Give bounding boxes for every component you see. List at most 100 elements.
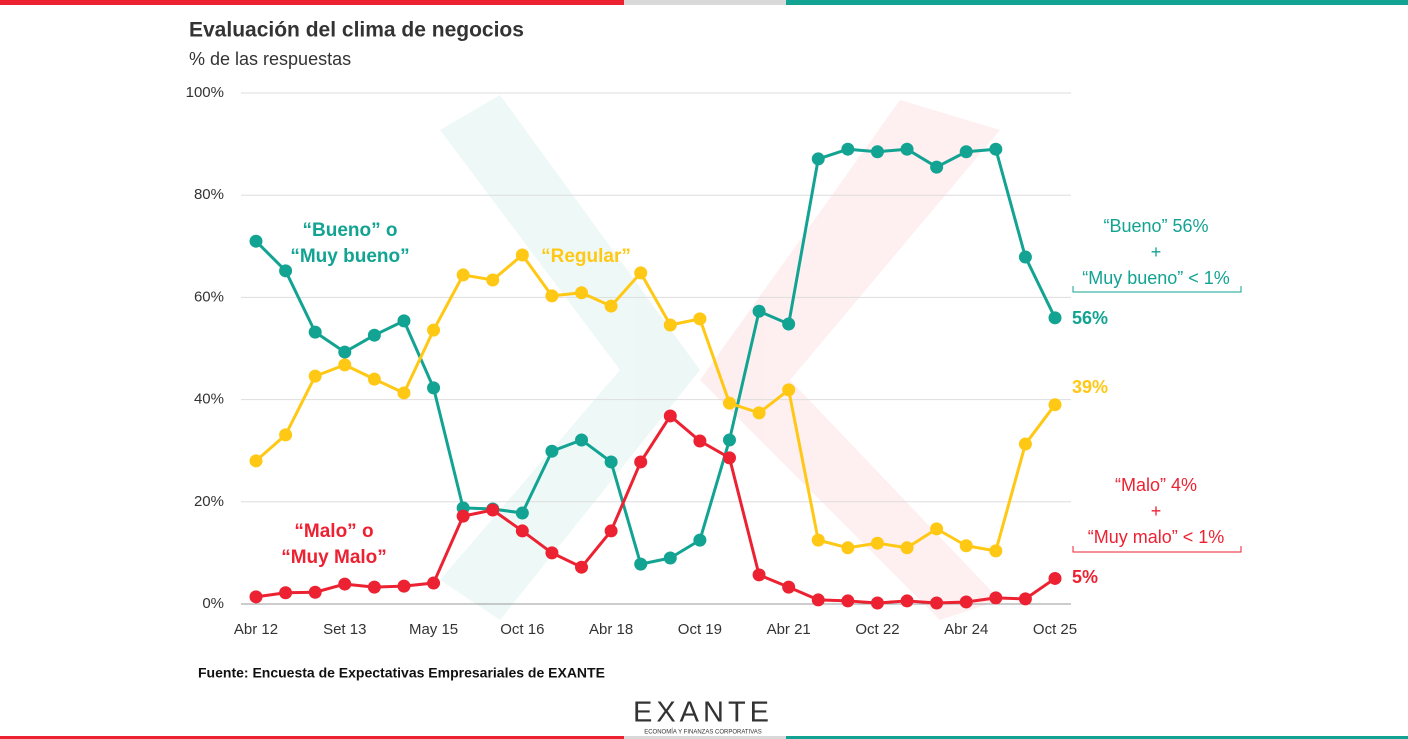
data-point [338, 345, 352, 359]
data-point [1048, 311, 1062, 325]
end-label: 39% [1072, 377, 1108, 397]
data-point [515, 506, 529, 520]
end-label: 56% [1072, 308, 1108, 328]
x-tick-label: May 15 [409, 621, 458, 638]
note-line: “Muy bueno” < 1% [1082, 268, 1230, 288]
data-point [308, 369, 322, 383]
series-label: “Bueno” o [303, 220, 398, 241]
data-point [367, 328, 381, 342]
x-tick-label: Oct 19 [678, 621, 722, 638]
y-tick-label: 80% [194, 186, 224, 203]
y-tick-label: 40% [194, 391, 224, 408]
data-point [1018, 592, 1032, 606]
data-point [722, 433, 736, 447]
data-point [515, 524, 529, 538]
data-point [900, 541, 914, 555]
x-tick-label: Abr 12 [234, 621, 278, 638]
data-point [693, 434, 707, 448]
note-line: + [1151, 501, 1162, 521]
note-line: “Malo” 4% [1115, 475, 1197, 495]
data-point [308, 585, 322, 599]
data-point [900, 594, 914, 608]
data-point [427, 323, 441, 337]
note-line: “Bueno” 56% [1103, 216, 1208, 236]
data-point [308, 325, 322, 339]
data-point [397, 579, 411, 593]
x-tick-label: Abr 18 [589, 621, 633, 638]
top-bar-red [0, 0, 624, 5]
x-tick-label: Oct 25 [1033, 621, 1077, 638]
series-line [254, 147, 1057, 566]
series-label: “Muy bueno” [290, 246, 409, 267]
x-tick-label: Abr 21 [767, 621, 811, 638]
data-point [397, 386, 411, 400]
data-point [989, 544, 1003, 558]
data-point [782, 580, 796, 594]
data-point [249, 590, 263, 604]
series-line [255, 414, 1056, 605]
data-point [989, 142, 1003, 156]
data-point [338, 358, 352, 372]
data-point [900, 142, 914, 156]
data-point [575, 433, 589, 447]
data-point [367, 580, 381, 594]
data-point [841, 594, 855, 608]
data-point [959, 595, 973, 609]
data-point [663, 551, 677, 565]
data-point [634, 455, 648, 469]
data-point [870, 596, 884, 610]
data-point [486, 503, 500, 517]
data-point [279, 586, 293, 600]
data-point [841, 142, 855, 156]
data-point [930, 160, 944, 174]
x-tick-label: Oct 22 [855, 621, 899, 638]
data-point [338, 577, 352, 591]
note-bracket [1072, 286, 1242, 293]
end-label: 5% [1072, 567, 1098, 587]
x-tick-label: Abr 24 [944, 621, 988, 638]
data-point [1018, 250, 1032, 264]
data-point [752, 568, 766, 582]
data-point [1018, 437, 1032, 451]
y-tick-label: 100% [186, 84, 224, 101]
y-tick-label: 20% [194, 493, 224, 510]
data-point [1048, 398, 1062, 412]
data-point [397, 314, 411, 328]
data-point [604, 524, 618, 538]
top-bar-teal [786, 0, 1408, 5]
data-point [279, 264, 293, 278]
data-point [870, 145, 884, 159]
bottom-bar-teal [786, 736, 1408, 739]
data-point [663, 318, 677, 332]
logo-tagline: ECONOMÍA Y FINANZAS CORPORATIVAS [644, 729, 762, 736]
data-point [841, 541, 855, 555]
x-tick-label: Set 13 [323, 621, 366, 638]
data-point [279, 428, 293, 442]
data-point [249, 234, 263, 248]
note-bracket [1072, 546, 1242, 553]
data-point [752, 304, 766, 318]
data-point [456, 509, 470, 523]
data-point [959, 145, 973, 159]
data-point [634, 557, 648, 571]
data-point [722, 396, 736, 410]
data-point [693, 312, 707, 326]
chart-title: Evaluación del clima de negocios [189, 19, 524, 42]
y-tick-label: 60% [194, 288, 224, 305]
data-point [782, 317, 796, 331]
x-tick-label: Oct 16 [500, 621, 544, 638]
series-label: “Malo” o [294, 521, 373, 542]
data-point [930, 522, 944, 536]
bottom-bar-gray [624, 736, 786, 739]
data-point [811, 593, 825, 607]
data-point [604, 455, 618, 469]
data-point [752, 406, 766, 420]
data-point [782, 383, 796, 397]
data-point [959, 539, 973, 553]
data-point [545, 546, 559, 560]
data-point [693, 533, 707, 547]
data-point [604, 299, 618, 313]
top-bar-gray [624, 0, 786, 5]
data-point [427, 576, 441, 590]
